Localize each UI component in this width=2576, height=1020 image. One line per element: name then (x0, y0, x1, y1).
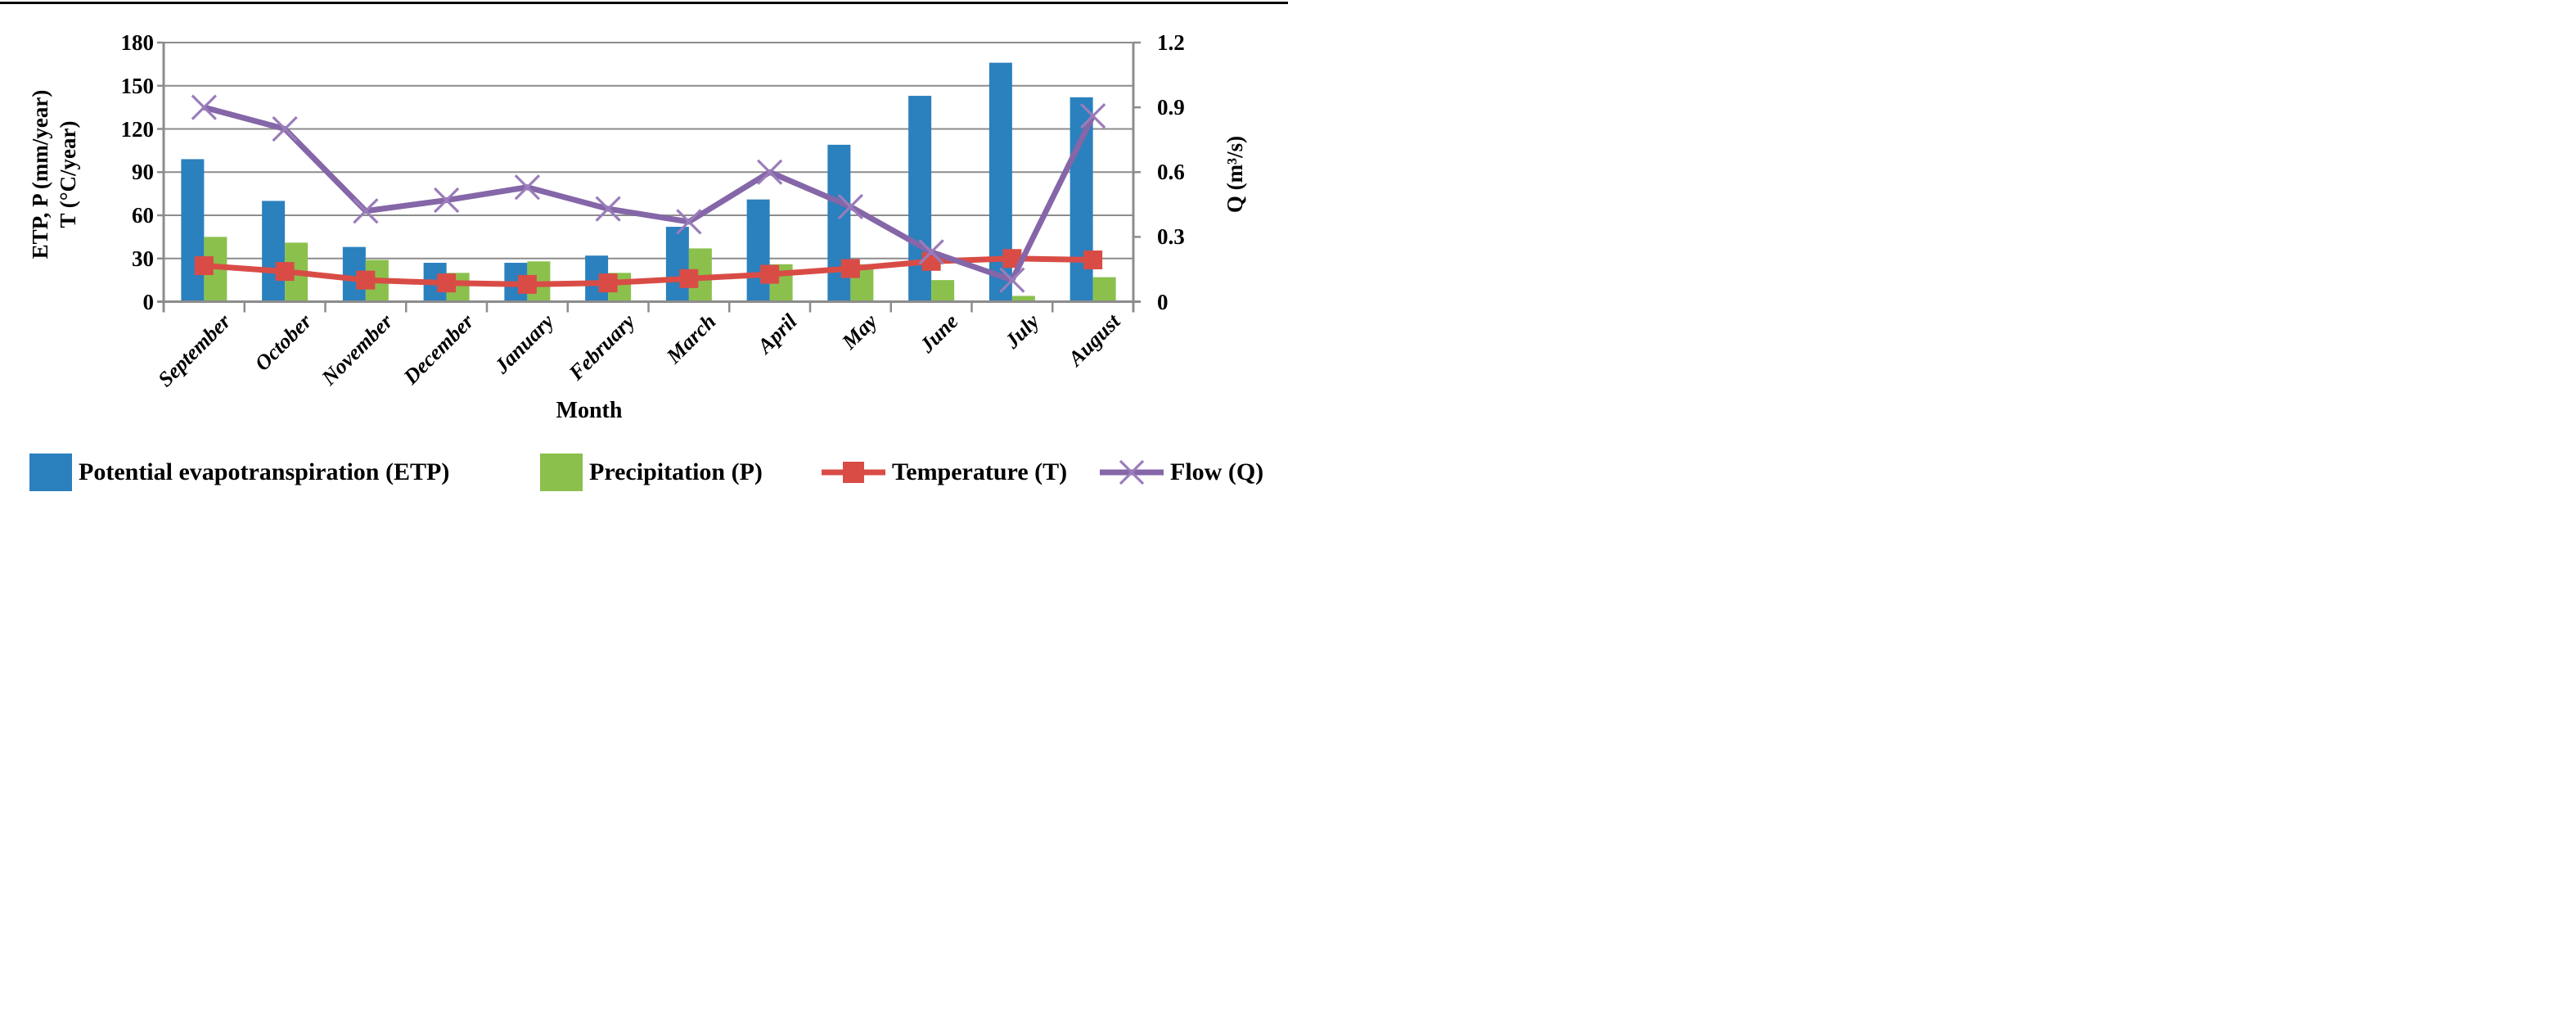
left-tick-label-120: 120 (120, 116, 155, 142)
right-tick-label-0.3: 0.3 (1157, 224, 1185, 250)
bar-etp-march (665, 227, 689, 302)
temperature-marker-january (517, 274, 537, 294)
temperature-marker-november (356, 270, 376, 290)
temperature-marker-august (1083, 250, 1103, 270)
temperature-marker-march (679, 269, 699, 288)
flow-marker-november (353, 198, 379, 224)
flow-marker-may (837, 193, 864, 220)
flow-marker-october (272, 115, 298, 142)
flow-marker-december (433, 187, 460, 214)
right-tick-label-1.2: 1.2 (1157, 30, 1185, 55)
flow-marker-july (999, 267, 1025, 293)
temperature-marker-october (275, 262, 295, 282)
left-tick-label-30: 30 (132, 246, 154, 271)
top-border-line (0, 2, 1288, 4)
precipitation-swatch-icon (540, 454, 583, 491)
chart-figure: 180 150 120 90 60 30 0 1.2 0.9 0.6 0.3 0 ETP, P (m… (0, 0, 1288, 510)
left-tick-label-150: 150 (120, 73, 155, 98)
left-axis-title-line1: ETP, P (mm/year) (28, 89, 52, 260)
left-tick-label-180: 180 (120, 30, 155, 55)
legend-label-precipitation: Precipitation (P) (589, 458, 763, 485)
flow-marker-january (514, 174, 541, 201)
temperature-marker-december (437, 273, 457, 293)
temperature-line (204, 255, 1093, 287)
bar-etp-june (908, 96, 932, 302)
flow-line-marker-icon (1100, 459, 1164, 485)
left-axis-title: ETP, P (mm/year) T (°C/year) (26, 39, 85, 309)
bar-etp-may (827, 144, 851, 302)
x-axis-title: Month (556, 398, 623, 423)
temperature-marker-april (760, 264, 780, 284)
left-tick-label-0: 0 (142, 289, 155, 314)
bar-precipitation-july (1011, 296, 1035, 302)
flow-marker-august (1079, 103, 1106, 129)
flow-line (203, 104, 1096, 283)
bar-etp-april (746, 199, 770, 302)
right-tick-label-0.9: 0.9 (1157, 95, 1185, 120)
temperature-marker-september (194, 256, 214, 276)
plot-area (157, 41, 1141, 313)
etp-swatch-icon (29, 454, 72, 491)
flow-marker-february (595, 196, 621, 222)
temperature-marker-february (598, 273, 618, 293)
temperature-marker-july (1002, 249, 1022, 269)
right-tick-label-0: 0 (1157, 289, 1169, 314)
flow-marker-september (191, 94, 218, 120)
bar-etp-october (262, 201, 286, 302)
left-tick-label-60: 60 (132, 203, 154, 228)
bar-etp-september (181, 159, 205, 302)
legend-label-flow: Flow (Q) (1170, 458, 1264, 485)
right-tick-label-0.6: 0.6 (1157, 160, 1185, 185)
legend-label-temperature: Temperature (T) (892, 458, 1068, 485)
flow-marker-march (676, 209, 702, 235)
left-tick-label-90: 90 (132, 160, 154, 185)
flow-marker-june (918, 239, 944, 265)
left-axis-title-line2: T (°C/year) (56, 120, 80, 228)
temperature-marker-may (840, 259, 860, 278)
right-axis-title: Q (m³/s) (1223, 135, 1247, 214)
legend: Potential evapotranspiration (ETP) Preci… (0, 449, 1288, 494)
bar-precipitation-august (1092, 277, 1116, 302)
legend-label-etp: Potential evapotranspiration (ETP) (79, 458, 450, 485)
flow-marker-april (756, 159, 783, 185)
temperature-line-marker-icon (822, 462, 885, 483)
bar-precipitation-june (931, 280, 955, 302)
